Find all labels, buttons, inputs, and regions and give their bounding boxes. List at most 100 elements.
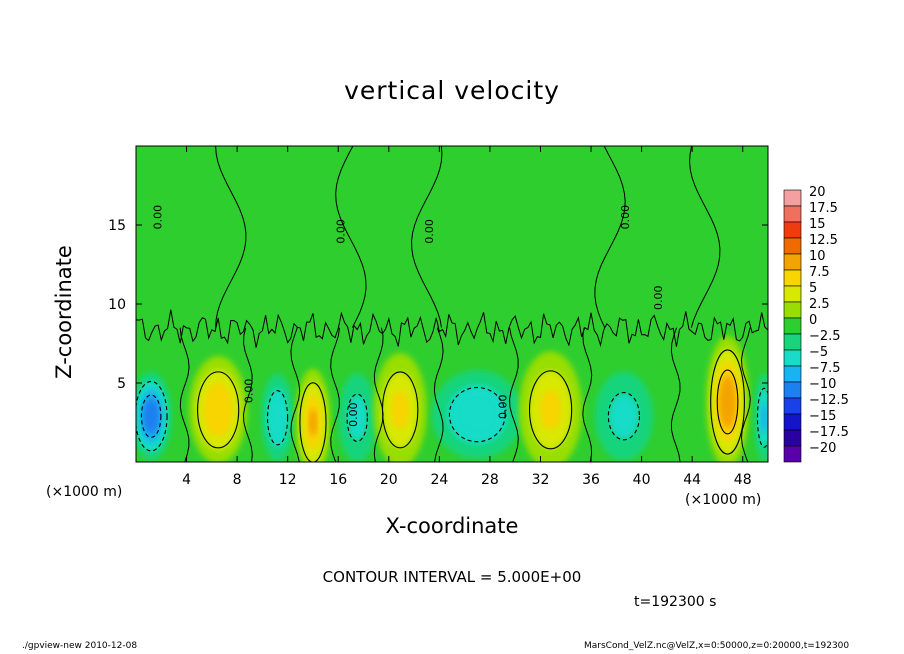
- zero-contour: [740, 327, 751, 462]
- cell-band: [609, 394, 639, 439]
- colorbar-label: −2.5: [809, 329, 841, 344]
- cell-band: [462, 399, 493, 430]
- x-tick-label: 48: [734, 472, 752, 488]
- colorbar-label: 20: [809, 185, 826, 200]
- footer-right: MarsCond_VelZ.nc@VelZ,x=0:50000,z=0:2000…: [584, 641, 850, 651]
- colorbar-swatch: [783, 237, 802, 255]
- zero-contour: [290, 327, 301, 462]
- colorbar-swatch: [783, 429, 802, 447]
- cell-band: [347, 395, 367, 440]
- colorbar-swatch: [783, 269, 802, 287]
- zero-contour: [373, 327, 384, 462]
- x-axis-label: X-coordinate: [385, 514, 519, 538]
- colorbar-swatch: [783, 413, 802, 431]
- colorbar-label: 10: [809, 249, 826, 264]
- velocity-cell: [519, 351, 583, 462]
- colorbar-label: 15: [809, 217, 826, 232]
- x-tick-label: 24: [430, 472, 448, 488]
- zero-contour: [433, 327, 444, 462]
- colorbar-label: −20: [809, 441, 836, 456]
- colorbar-swatch: [783, 301, 802, 319]
- colorbar-label: −12.5: [809, 393, 849, 408]
- contour-value-label: 0.00: [151, 205, 164, 230]
- velocity-cell: [431, 370, 523, 459]
- velocity-cell: [261, 373, 294, 462]
- colorbar-swatch: [783, 349, 802, 367]
- contour-line: [716, 369, 739, 435]
- contour-value-label: 0.00: [619, 205, 632, 230]
- colorbar-swatch: [783, 365, 802, 383]
- colorbar-swatch: [783, 333, 802, 351]
- cell-band: [210, 396, 226, 424]
- colorbar-label: 7.5: [809, 265, 830, 280]
- contour-line: [140, 394, 162, 438]
- zero-contour: [582, 327, 593, 462]
- colorbar-swatch: [783, 381, 802, 399]
- colorbar-label: 5: [809, 281, 817, 296]
- x-tick-label: 16: [329, 472, 347, 488]
- x-tick-label: 28: [481, 472, 499, 488]
- cell-band: [147, 407, 156, 426]
- contour-value-label: 0.00: [347, 402, 360, 427]
- contour-line: [448, 386, 506, 443]
- colorbar-label: −5: [809, 345, 828, 360]
- zero-contour: [215, 146, 247, 328]
- cell-band: [540, 390, 562, 430]
- contour-line: [299, 382, 327, 462]
- colorbar-label: −17.5: [809, 425, 849, 440]
- velocity-cell: [373, 352, 427, 462]
- cell-band: [391, 390, 410, 429]
- colorbar-swatch: [783, 397, 802, 415]
- colorbar-swatch: [783, 189, 802, 207]
- velocity-cell: [706, 335, 750, 462]
- contour-value-label: 0.00: [652, 285, 665, 310]
- colorbar-label: 12.5: [809, 233, 838, 248]
- x-tick-label: 4: [182, 472, 191, 488]
- colorbar-swatch: [783, 285, 802, 303]
- x-tick-label: 36: [582, 472, 600, 488]
- zero-contour: [689, 146, 721, 328]
- colorbar-swatch: [783, 253, 802, 271]
- zero-contour: [594, 146, 626, 328]
- x-tick-label: 12: [279, 472, 297, 488]
- cell-band: [723, 388, 732, 416]
- x-unit-label-right: (×1000 m): [685, 492, 762, 508]
- contour-line: [710, 349, 745, 455]
- zero-contour: [242, 327, 253, 462]
- velocity-cell: [295, 368, 331, 462]
- chart-title: vertical velocity: [344, 76, 560, 105]
- colorbar-label: 0: [809, 313, 817, 328]
- zero-contour: [411, 146, 443, 328]
- colorbar-label: 17.5: [809, 201, 838, 216]
- contour-line: [607, 391, 640, 441]
- contour-line: [136, 380, 168, 452]
- velocity-cell: [754, 373, 768, 462]
- x-tick-label: 40: [633, 472, 651, 488]
- x-unit-label-left: (×1000 m): [46, 484, 123, 500]
- cell-band: [308, 409, 318, 436]
- contour-value-label: 0.00: [496, 394, 509, 419]
- colorbar-label: −10: [809, 377, 836, 392]
- contour-line: [197, 371, 240, 449]
- contour-line: [528, 370, 573, 450]
- y-tick-label: 5: [117, 376, 126, 392]
- contour-value-label: 0.00: [242, 379, 255, 404]
- y-tick-label: 15: [108, 218, 126, 234]
- colorbar-swatch: [783, 205, 802, 223]
- cell-band: [760, 403, 768, 433]
- colorbar-label: −7.5: [809, 361, 841, 376]
- zero-contour: [179, 327, 190, 462]
- colorbar-swatch: [783, 221, 802, 239]
- y-tick-label: 10: [108, 297, 126, 313]
- zero-contour: [670, 327, 681, 462]
- velocity-cell: [136, 371, 172, 461]
- time-label: t=192300 s: [634, 594, 717, 610]
- colorbar-swatch: [783, 445, 802, 463]
- contour-value-label: 0.00: [423, 219, 436, 244]
- contour-line: [266, 390, 289, 446]
- zero-contour: [509, 327, 519, 462]
- zero-contour: [330, 327, 340, 462]
- zero-contour: [335, 146, 367, 328]
- colorbar-label: 2.5: [809, 297, 830, 312]
